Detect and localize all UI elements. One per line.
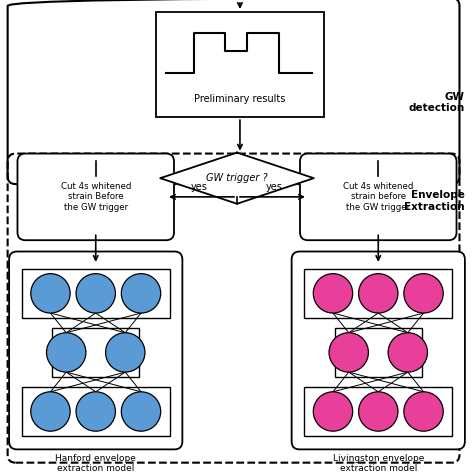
Circle shape bbox=[121, 392, 161, 431]
Circle shape bbox=[404, 273, 443, 313]
Circle shape bbox=[121, 273, 161, 313]
Circle shape bbox=[106, 333, 145, 372]
Circle shape bbox=[76, 392, 116, 431]
Text: yes: yes bbox=[266, 182, 283, 192]
Circle shape bbox=[46, 333, 86, 372]
Circle shape bbox=[358, 392, 398, 431]
Circle shape bbox=[388, 333, 428, 372]
Text: Hanford envelope
extraction model: Hanford envelope extraction model bbox=[55, 454, 136, 474]
Circle shape bbox=[404, 392, 443, 431]
Text: GW
detection: GW detection bbox=[408, 91, 465, 113]
FancyBboxPatch shape bbox=[304, 269, 452, 318]
Circle shape bbox=[329, 333, 368, 372]
FancyBboxPatch shape bbox=[335, 328, 421, 377]
FancyBboxPatch shape bbox=[22, 269, 170, 318]
Text: Cut 4s whitened
strain before
the GW trigger: Cut 4s whitened strain before the GW tri… bbox=[343, 182, 413, 212]
Circle shape bbox=[31, 273, 70, 313]
FancyBboxPatch shape bbox=[292, 252, 465, 449]
Text: Cut 4s whitened
strain Before
the GW trigger: Cut 4s whitened strain Before the GW tri… bbox=[61, 182, 131, 212]
FancyBboxPatch shape bbox=[156, 12, 324, 117]
Text: Livingston envelope
extraction model: Livingston envelope extraction model bbox=[333, 454, 424, 474]
Circle shape bbox=[313, 392, 353, 431]
Circle shape bbox=[76, 273, 116, 313]
Circle shape bbox=[31, 392, 70, 431]
FancyBboxPatch shape bbox=[22, 387, 170, 436]
Text: Envelope
Extraction: Envelope Extraction bbox=[404, 190, 465, 211]
Circle shape bbox=[313, 273, 353, 313]
FancyBboxPatch shape bbox=[18, 154, 174, 240]
Text: GW trigger ?: GW trigger ? bbox=[206, 173, 268, 183]
FancyBboxPatch shape bbox=[53, 328, 139, 377]
Polygon shape bbox=[160, 153, 314, 204]
Text: yes: yes bbox=[191, 182, 208, 192]
Circle shape bbox=[358, 273, 398, 313]
FancyBboxPatch shape bbox=[304, 387, 452, 436]
FancyBboxPatch shape bbox=[9, 252, 182, 449]
FancyBboxPatch shape bbox=[300, 154, 456, 240]
Text: Preliminary results: Preliminary results bbox=[194, 94, 286, 104]
